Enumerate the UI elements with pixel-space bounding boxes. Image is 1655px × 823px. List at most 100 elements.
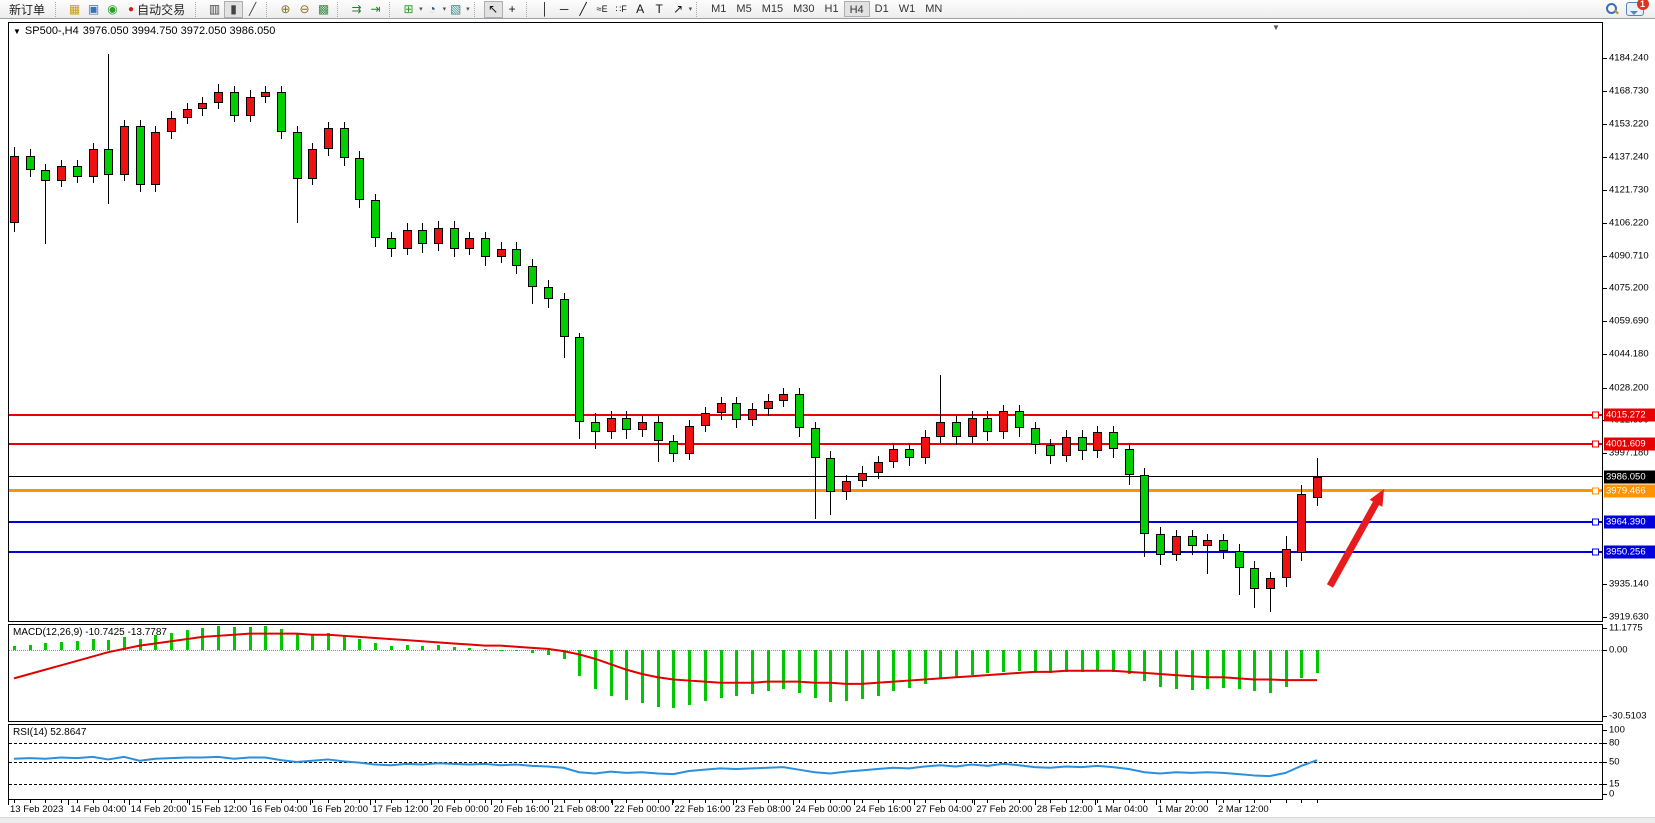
indicators-add-icon[interactable]: ⊞: [403, 2, 414, 16]
candle-body: [700, 413, 710, 427]
templates-icon[interactable]: ▧: [449, 2, 462, 16]
collapse-triangle-icon[interactable]: ▼: [13, 26, 21, 36]
time-axis-label: 21 Feb 08:00: [553, 804, 610, 815]
main-chart-pane[interactable]: [8, 22, 1603, 622]
arrows-icon[interactable]: ↗: [673, 2, 684, 16]
horizontal-price-line[interactable]: [9, 551, 1602, 554]
macd-histogram-bar: [1206, 650, 1210, 690]
time-tick-mark: [971, 800, 973, 803]
macd-histogram-bar: [782, 650, 786, 690]
timeframe-h4[interactable]: H4: [843, 1, 870, 17]
horizontal-price-line[interactable]: [9, 442, 1602, 445]
time-tick-mark: [1144, 800, 1146, 803]
time-tick-mark: [1160, 800, 1162, 803]
horizontal-price-line[interactable]: [9, 521, 1602, 524]
rsi-tick-label: 15: [1609, 778, 1620, 790]
horizontal-line-icon[interactable]: ─: [559, 2, 569, 16]
time-axis-label: 23 Feb 08:00: [734, 804, 791, 815]
time-label-tick-mark: [1034, 800, 1036, 805]
time-label-tick-mark: [128, 800, 130, 805]
line-anchor-square[interactable]: [1592, 548, 1599, 556]
timeframe-m5[interactable]: M5: [736, 3, 752, 15]
horizontal-price-line[interactable]: [9, 476, 1602, 478]
line-chart-icon[interactable]: ╱: [248, 2, 257, 16]
time-tick-mark: [406, 800, 408, 803]
candle-body: [1203, 540, 1213, 547]
new-order-button[interactable]: 新订单: [9, 2, 46, 17]
price-tick-label: 4059.690: [1609, 315, 1649, 327]
equidistant-channel-icon[interactable]: ≈E: [596, 4, 608, 14]
macd-histogram-bar: [641, 650, 644, 704]
timeframe-mn[interactable]: MN: [925, 3, 943, 15]
candle-body: [1156, 533, 1166, 555]
macd-histogram-bar: [688, 650, 692, 705]
time-tick-mark: [1207, 800, 1209, 803]
candlestick-chart-icon[interactable]: ▮: [224, 0, 244, 18]
arrows-icon-dropdown-caret[interactable]: ▾: [688, 6, 693, 13]
crosshair-icon[interactable]: +: [508, 2, 516, 16]
macd-histogram-bar: [515, 650, 519, 652]
chart-shift-icon[interactable]: ⇥: [370, 2, 381, 16]
periods-icon[interactable]: ◔: [428, 2, 436, 16]
time-label-tick-mark: [974, 800, 976, 805]
text-label-icon[interactable]: T: [655, 2, 663, 16]
macd-histogram-bar: [484, 648, 487, 650]
candle-body: [685, 426, 695, 454]
time-tick-mark: [814, 800, 816, 803]
time-tick-mark: [265, 800, 267, 803]
timeframe-m30[interactable]: M30: [793, 3, 815, 15]
text-icon[interactable]: A: [636, 2, 645, 16]
macd-pane[interactable]: [8, 624, 1603, 722]
autotrading-button[interactable]: ● 自动交易: [122, 1, 191, 18]
macd-histogram-bar: [750, 650, 754, 694]
rsi-tick-mark: [1603, 794, 1607, 795]
timeframe-m15[interactable]: M15: [761, 3, 784, 15]
rsi-pane[interactable]: [8, 724, 1603, 800]
horizontal-price-line[interactable]: [9, 489, 1602, 493]
timeframe-h1[interactable]: H1: [824, 3, 839, 15]
trendline-icon[interactable]: ╱: [579, 2, 587, 16]
vertical-line-icon[interactable]: │: [541, 2, 549, 16]
auto-scroll-icon[interactable]: ⇉: [351, 2, 362, 16]
periods-icon-dropdown-caret[interactable]: ▾: [442, 6, 447, 13]
candle-body: [653, 421, 663, 441]
toolbar-separator: [266, 1, 273, 17]
time-tick-mark: [1050, 800, 1052, 803]
chat-icon[interactable]: 1: [1625, 0, 1649, 18]
candle-body: [449, 227, 459, 249]
line-anchor-square[interactable]: [1592, 518, 1599, 526]
line-anchor-square[interactable]: [1592, 487, 1599, 495]
macd-histogram-bar: [185, 630, 189, 650]
fibonacci-icon[interactable]: ∷F: [615, 3, 627, 14]
zoom-out-icon[interactable]: ⊖: [299, 2, 310, 16]
timeframe-m1[interactable]: M1: [711, 3, 727, 15]
templates-icon-dropdown-caret[interactable]: ▾: [466, 6, 470, 13]
bar-chart-icon[interactable]: ▥: [208, 2, 221, 16]
chart-shift-marker-icon[interactable]: ▼: [1272, 23, 1280, 32]
candle-body: [857, 472, 867, 481]
search-icon[interactable]: [1602, 1, 1621, 18]
line-anchor-square[interactable]: [1592, 440, 1599, 448]
timeframe-w1[interactable]: W1: [898, 3, 916, 15]
indicators-add-icon-dropdown-caret[interactable]: ▾: [419, 6, 423, 13]
candle-body: [25, 155, 35, 171]
tile-windows-icon[interactable]: ▩: [317, 2, 330, 16]
line-anchor-square[interactable]: [1592, 411, 1599, 419]
cursor-icon[interactable]: ↖: [483, 0, 503, 18]
time-label-tick-mark: [249, 800, 251, 805]
macd-histogram-bar: [1237, 650, 1241, 690]
timeframe-d1[interactable]: D1: [874, 3, 889, 15]
signals-icon[interactable]: ◉: [107, 2, 118, 16]
charts-icon[interactable]: ▦: [68, 2, 81, 16]
price-line-badge: 3950.256: [1604, 545, 1655, 559]
time-label-tick-mark: [430, 800, 432, 805]
macd-histogram-bar: [279, 629, 283, 650]
candle-body: [1281, 548, 1291, 579]
data-window-icon[interactable]: ▣: [87, 2, 100, 16]
candle-body: [276, 92, 286, 133]
horizontal-price-line[interactable]: [9, 413, 1602, 416]
price-line-badge: 3979.466: [1604, 484, 1655, 498]
zoom-in-icon[interactable]: ⊕: [280, 2, 291, 16]
macd-histogram-bar: [798, 650, 801, 693]
candle-body: [496, 248, 506, 258]
